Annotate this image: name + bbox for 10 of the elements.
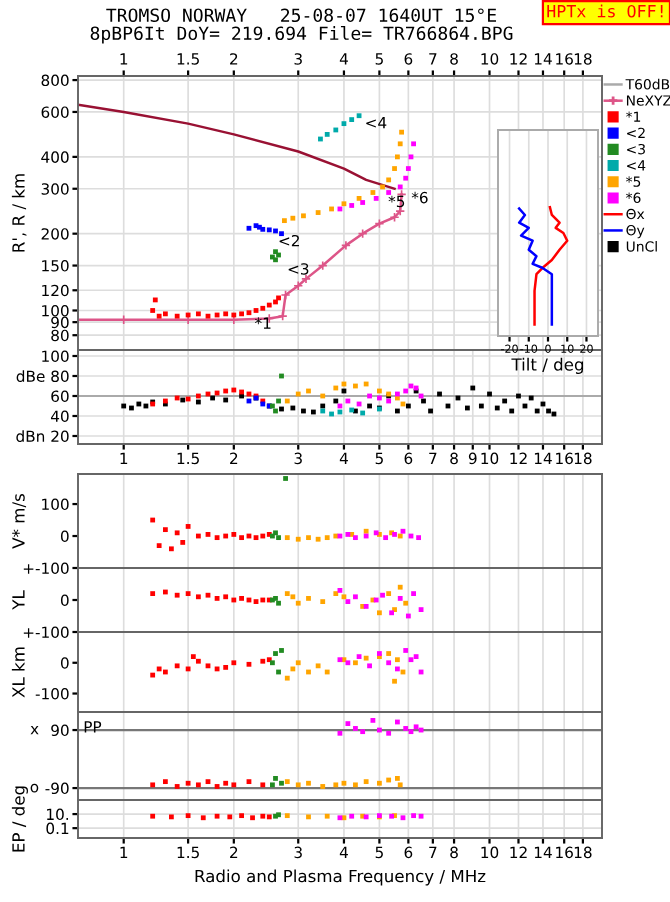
chart-subtitle: 8pBP6It DoY= 219.694 File= TR766864.BPG [90,26,513,44]
y-axis-title: EP / deg [11,786,28,852]
x-axis-title: Tilt / deg [511,357,584,374]
y-axis-title: XL km [11,647,25,698]
text: HPTx is OFF! [547,4,663,18]
y-axis-title: R', R / km [11,174,27,252]
x-axis-title: Radio and Plasma Frequency / MHz [195,869,486,886]
chart-title: TROMSO NORWAY 25-08-07 1640UT 15°E [106,8,497,23]
y-axis-title: YL [12,590,25,610]
y-axis-title: V* m/s [12,494,27,549]
